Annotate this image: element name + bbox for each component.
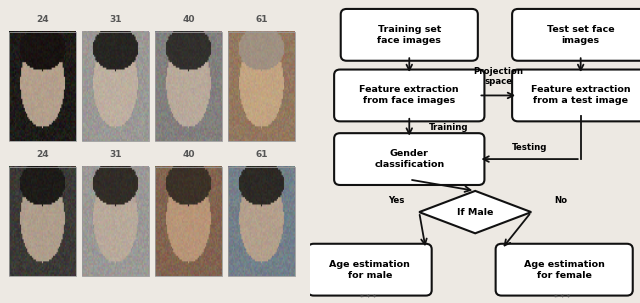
Text: 40: 40 [182, 15, 195, 24]
Text: 61: 61 [255, 15, 268, 24]
Polygon shape [419, 191, 531, 233]
Text: Age estimation
for male: Age estimation for male [330, 260, 410, 280]
Text: Gender
classification: Gender classification [374, 149, 444, 169]
Text: Yes: Yes [388, 195, 404, 205]
Text: Feature extraction
from face images: Feature extraction from face images [360, 85, 459, 105]
Text: 24: 24 [36, 150, 49, 159]
FancyBboxPatch shape [308, 244, 432, 296]
Text: Training set
face images: Training set face images [378, 25, 441, 45]
Text: 24: 24 [36, 15, 49, 24]
FancyBboxPatch shape [334, 69, 484, 121]
Text: Test set face
images: Test set face images [547, 25, 614, 45]
FancyBboxPatch shape [495, 244, 633, 296]
Text: * * *: * * * [554, 294, 571, 303]
Text: * * *: * * * [360, 294, 376, 303]
FancyBboxPatch shape [340, 9, 478, 61]
FancyBboxPatch shape [334, 133, 484, 185]
FancyBboxPatch shape [512, 9, 640, 61]
Text: 31: 31 [109, 15, 122, 24]
Text: No: No [554, 195, 568, 205]
Text: 40: 40 [182, 150, 195, 159]
Text: 61: 61 [255, 150, 268, 159]
Text: Projection
space: Projection space [473, 67, 524, 86]
Text: Age estimation
for female: Age estimation for female [524, 260, 605, 280]
Text: Testing: Testing [512, 142, 547, 152]
Text: Feature extraction
from a test image: Feature extraction from a test image [531, 85, 630, 105]
Text: 31: 31 [109, 150, 122, 159]
Text: Training: Training [429, 123, 468, 132]
FancyBboxPatch shape [512, 69, 640, 121]
Text: If Male: If Male [457, 208, 493, 217]
